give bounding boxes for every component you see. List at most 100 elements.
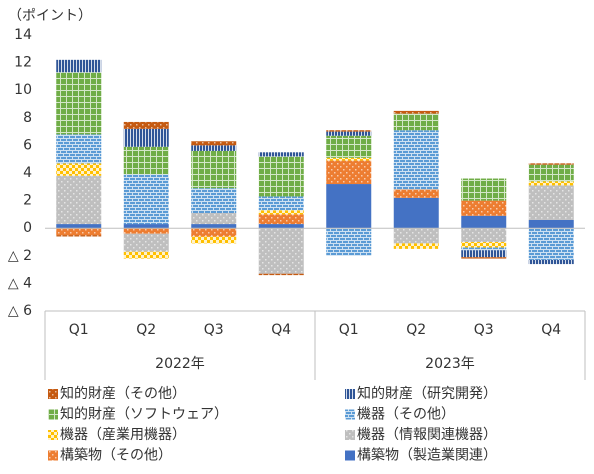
- bar-segment: [461, 250, 507, 258]
- legend-label: 機器（その他）: [357, 407, 455, 423]
- y-tick-label: 2: [23, 193, 32, 209]
- legend-label: 知的財産（その他）: [60, 385, 186, 402]
- bar-segment: [191, 224, 237, 229]
- bar-segment: [528, 228, 574, 260]
- y-tick-label: 10: [14, 82, 32, 98]
- legend-swatch: [345, 450, 355, 461]
- bar-segment: [461, 257, 507, 259]
- bar-segment: [393, 197, 439, 229]
- bar-segment: [393, 189, 439, 198]
- y-tick-label: 14: [14, 27, 32, 43]
- legend-label: 知的財産（研究開発）: [357, 385, 497, 402]
- bar-segment: [258, 214, 304, 225]
- group-label: 2022年: [155, 356, 205, 372]
- bar-segment: [191, 228, 237, 237]
- bar-segment: [258, 196, 304, 211]
- bar-segment: [258, 228, 304, 274]
- bar-segment: [461, 228, 507, 242]
- legend-swatch: [48, 409, 58, 420]
- bar-segment: [326, 157, 372, 161]
- bar-segment: [258, 210, 304, 215]
- bar-segment: [258, 273, 304, 276]
- bar-segment: [123, 233, 169, 252]
- bar-segment: [123, 128, 169, 147]
- bar-segment: [191, 145, 237, 151]
- y-tick-label: 6: [23, 137, 32, 153]
- x-tick-label: Q3: [204, 322, 224, 338]
- y-tick-label: 8: [23, 110, 32, 126]
- bar-segment: [191, 141, 237, 146]
- bar-segment: [461, 242, 507, 248]
- bar-segment: [56, 134, 102, 164]
- legend-swatch: [48, 430, 58, 440]
- x-tick-label: Q1: [69, 322, 89, 338]
- bar-segment: [56, 163, 102, 176]
- legend-swatch: [345, 389, 355, 399]
- bar-segment: [123, 121, 169, 129]
- bar-segment: [123, 251, 169, 259]
- x-tick-label: Q1: [339, 322, 359, 338]
- bar-segment: [393, 130, 439, 190]
- legend-label: 機器（産業用機器）: [60, 427, 186, 443]
- bar-segment: [461, 215, 507, 229]
- y-tick-label: △ 6: [8, 303, 32, 319]
- y-tick-label: △ 2: [8, 248, 32, 264]
- group-label: 2023年: [425, 356, 475, 372]
- bar-segment: [56, 59, 102, 73]
- bar-segment: [528, 181, 574, 186]
- bar-segment: [528, 185, 574, 220]
- bar-segment: [461, 247, 507, 251]
- x-tick-label: Q4: [541, 322, 561, 338]
- bar-segment: [56, 175, 102, 225]
- legend-swatch: [345, 409, 355, 420]
- bar-segment: [191, 150, 237, 189]
- legend-swatch: [345, 430, 355, 440]
- bar-segment: [461, 200, 507, 216]
- bar-segment: [393, 243, 439, 249]
- bar-segment: [56, 228, 102, 236]
- bar-segment: [326, 131, 372, 136]
- legend-label: 構築物（製造業関連）: [357, 448, 497, 464]
- bar-segment: [326, 184, 372, 229]
- legend-label: 構築物（その他）: [60, 448, 172, 464]
- bar-segment: [123, 224, 169, 229]
- bar-segment: [123, 174, 169, 225]
- bar-segment: [528, 163, 574, 165]
- bar-segment: [56, 235, 102, 237]
- bar-segment: [393, 110, 439, 114]
- bar-segment: [326, 130, 372, 132]
- bar-segment: [528, 219, 574, 229]
- bar-segment: [258, 156, 304, 197]
- bar-segment: [258, 152, 304, 157]
- bar-segment: [528, 164, 574, 182]
- bar-segment: [56, 72, 102, 135]
- bar-segment: [393, 113, 439, 131]
- y-tick-label: 4: [23, 165, 32, 181]
- legend-label: 機器（情報関連機器）: [357, 427, 497, 443]
- bar-segment: [191, 213, 237, 225]
- y-axis-label: （ポイント）: [8, 8, 92, 24]
- x-tick-label: Q2: [136, 322, 156, 338]
- bar-segment: [326, 228, 372, 256]
- bar-segment: [56, 224, 102, 229]
- bar-segment: [326, 135, 372, 158]
- x-tick-label: Q4: [271, 322, 291, 338]
- x-tick-label: Q2: [406, 322, 426, 338]
- bar-segment: [461, 178, 507, 201]
- bar-segment: [191, 236, 237, 244]
- bar-segment: [393, 228, 439, 244]
- x-tick-label: Q3: [474, 322, 494, 338]
- legend-swatch: [48, 389, 58, 399]
- legend-label: 知的財産（ソフトウェア）: [60, 406, 228, 423]
- bar-segment: [123, 228, 169, 234]
- bar-segment: [326, 160, 372, 185]
- y-tick-label: 0: [23, 220, 32, 236]
- y-tick-label: 12: [14, 55, 32, 71]
- y-tick-label: △ 4: [8, 275, 32, 291]
- bar-segment: [528, 259, 574, 265]
- bar-segment: [191, 188, 237, 214]
- legend-swatch: [48, 450, 58, 461]
- bar-segment: [258, 224, 304, 229]
- bar-segment: [123, 146, 169, 175]
